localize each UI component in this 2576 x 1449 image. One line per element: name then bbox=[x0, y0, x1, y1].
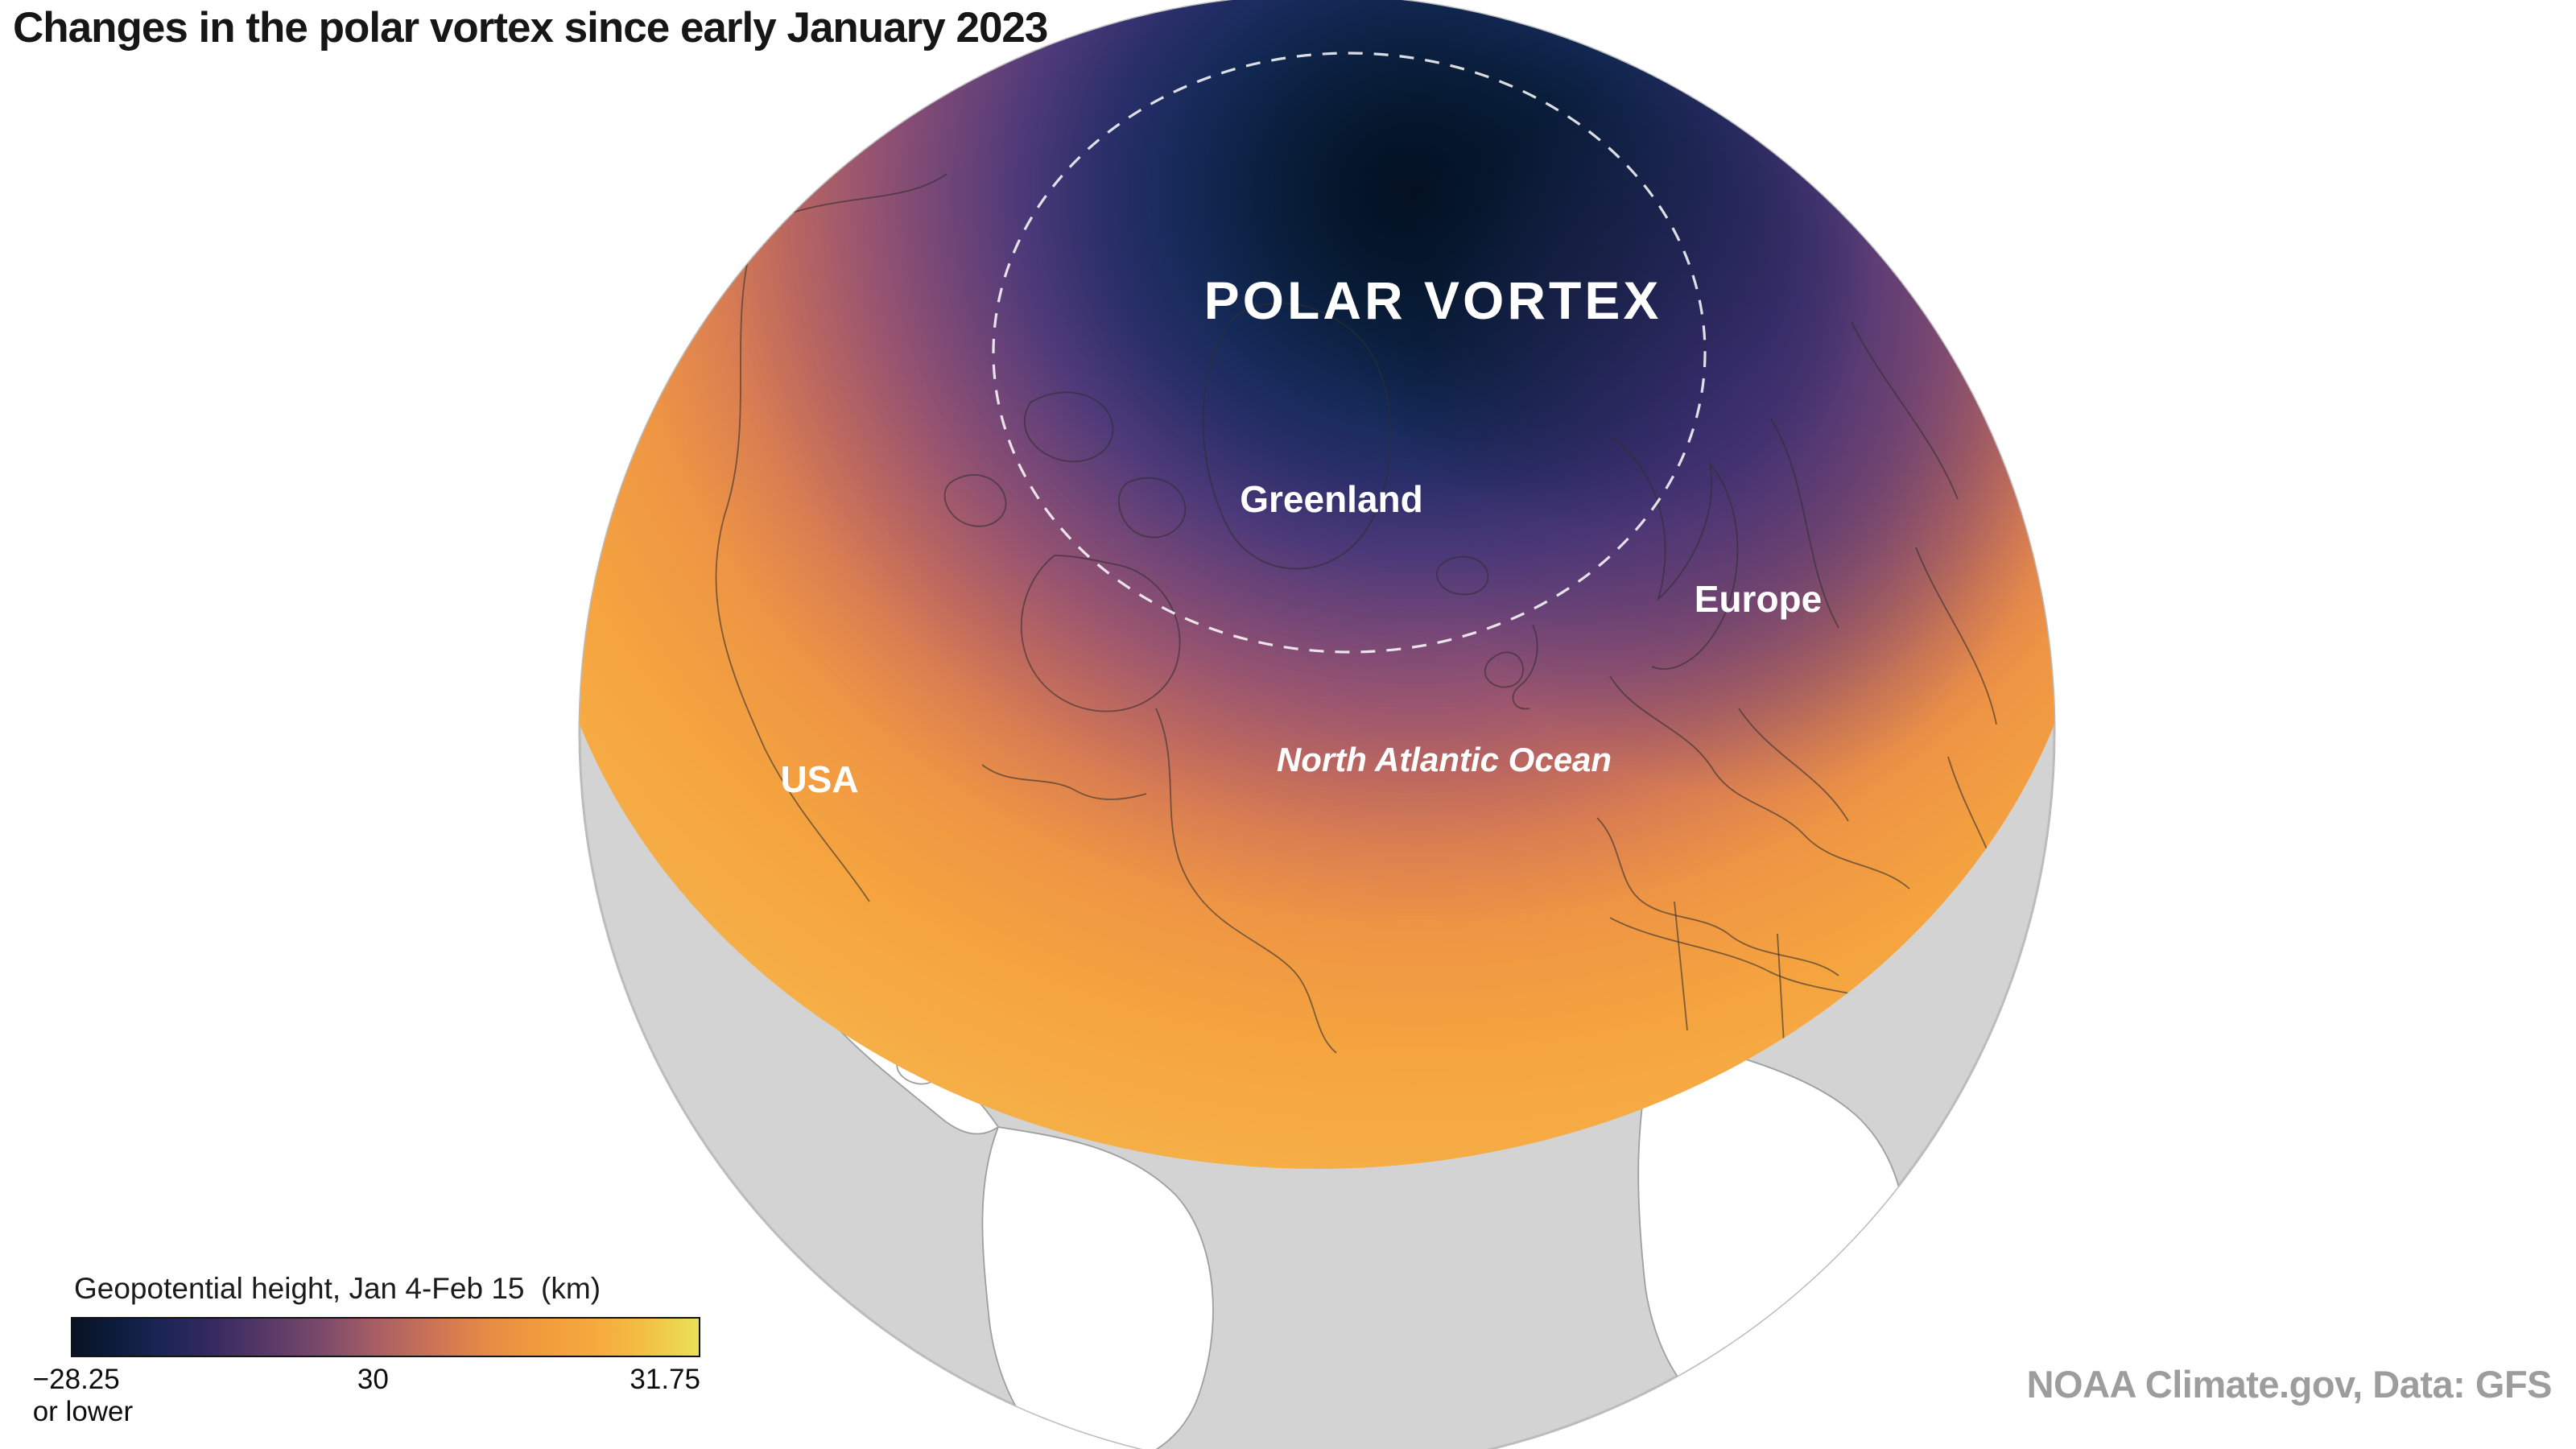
label-europe: Europe bbox=[1695, 578, 1822, 620]
vortex-lobe-purple bbox=[1417, 40, 2054, 797]
legend-title: Geopotential height, Jan 4-Feb 15 (km) bbox=[74, 1272, 601, 1305]
colorbar-tick-max: 31.75 bbox=[630, 1364, 700, 1395]
attribution: NOAA Climate.gov, Data: GFS bbox=[2026, 1363, 2553, 1406]
label-north-atlantic: North Atlantic Ocean bbox=[1277, 741, 1612, 778]
colorbar-tick-min-note: or lower bbox=[32, 1396, 134, 1428]
label-polar-vortex: POLAR VORTEX bbox=[1204, 270, 1662, 330]
map-labels: POLAR VORTEX Greenland Europe USA North … bbox=[780, 270, 1822, 800]
legend: Geopotential height, Jan 4-Feb 15 (km) −… bbox=[33, 1272, 707, 1446]
coastlines bbox=[715, 173, 2013, 1054]
colorbar-tick-min: −28.25 or lower bbox=[33, 1364, 133, 1429]
colorbar-tick-mid: 30 bbox=[357, 1364, 389, 1395]
vortex-boundary-dashed-circle bbox=[992, 52, 1707, 654]
colorbar-tick-min-value: −28.25 bbox=[32, 1364, 120, 1395]
label-greenland: Greenland bbox=[1240, 478, 1423, 520]
label-usa: USA bbox=[780, 758, 858, 800]
page-title: Changes in the polar vortex since early … bbox=[13, 4, 1048, 52]
colorbar bbox=[71, 1317, 700, 1357]
colorbar-ticks: −28.25 or lower 30 31.75 bbox=[33, 1357, 700, 1446]
